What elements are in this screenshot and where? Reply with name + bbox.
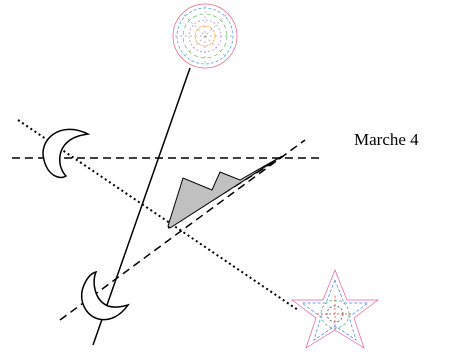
top-rosette	[172, 3, 238, 69]
moon	[80, 270, 130, 321]
diagonal-dashed-line	[59, 139, 306, 321]
solid-line	[92, 67, 191, 346]
bottom-rosette	[290, 269, 380, 349]
moon	[42, 128, 91, 179]
label: Marche 4	[354, 130, 419, 149]
lightning	[167, 155, 283, 229]
dotted-line	[17, 119, 299, 311]
